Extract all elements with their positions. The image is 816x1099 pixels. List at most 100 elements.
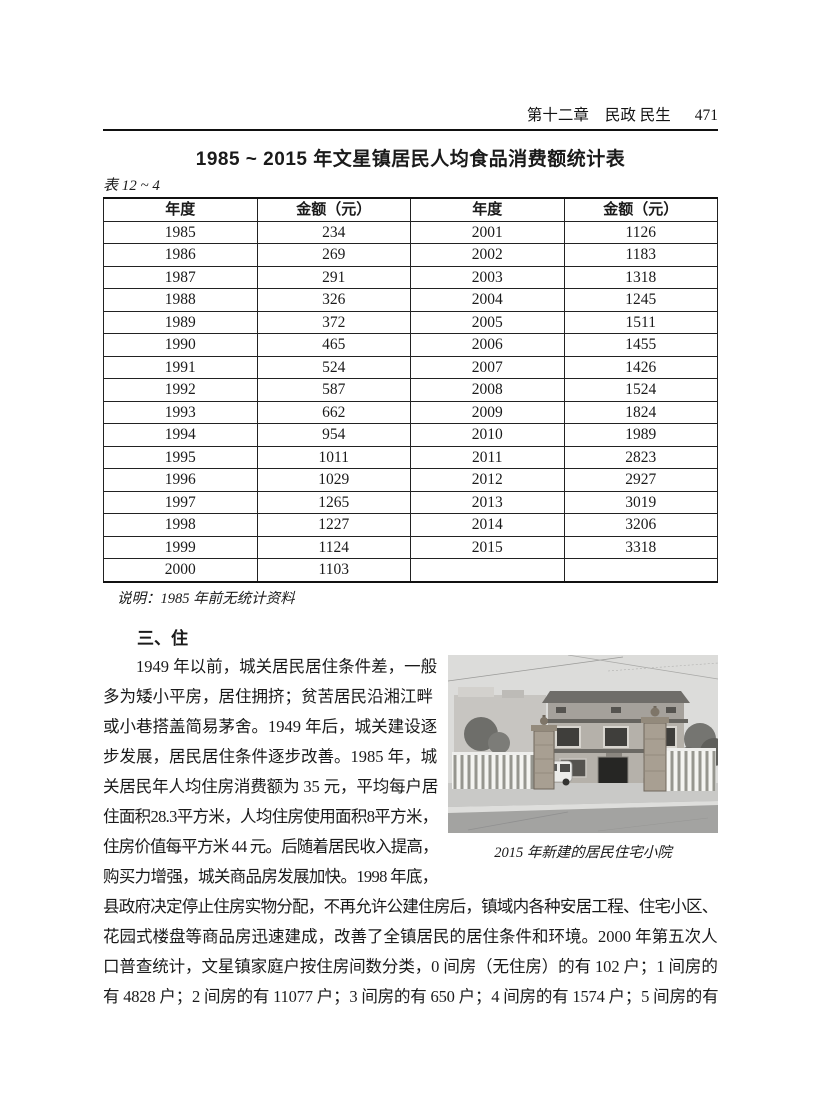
table-cell: 1985 <box>103 220 258 244</box>
table-cell: 2009 <box>410 400 565 424</box>
table-body: 1985 234 2001 1126 1986 269 2002 1183 1987 291 200… <box>103 220 718 582</box>
table-cell: 2007 <box>410 355 565 379</box>
table-head: 年度 金额（元） 年度 金额（元） <box>103 197 718 222</box>
table-cell: 2823 <box>563 445 718 469</box>
table-cell: 1124 <box>256 535 411 559</box>
table-row: 1989 372 2005 1511 <box>103 310 718 334</box>
body-line: 多为矮小平房，居住拥挤；贫苦居民沿湘江畔 <box>103 687 433 706</box>
page-number: 471 <box>694 107 718 124</box>
header-row: 年度 金额（元） 年度 金额（元） <box>103 197 718 222</box>
table-cell: 2013 <box>410 490 565 514</box>
column-header: 年度 <box>103 197 258 222</box>
table-cell: 2015 <box>410 535 565 559</box>
body-line: 住面积28.3平方米，人均住房使用面积8平方米， <box>103 807 438 826</box>
table-cell: 1997 <box>103 490 258 514</box>
table-row: 1995 1011 2011 2823 <box>103 445 718 469</box>
table-row: 1986 269 2002 1183 <box>103 243 718 267</box>
table-cell: 1987 <box>103 265 258 289</box>
table-cell: 1426 <box>563 355 718 379</box>
table-cell: 372 <box>256 310 411 334</box>
table-cell: 269 <box>256 243 411 267</box>
table-cell: 1986 <box>103 243 258 267</box>
table-cell: 2010 <box>410 423 565 447</box>
table-cell: 1999 <box>103 535 258 559</box>
table-cell: 2012 <box>410 468 565 492</box>
table-cell: 2927 <box>563 468 718 492</box>
table-row: 1994 954 2010 1989 <box>103 423 718 447</box>
table-cell: 1455 <box>563 333 718 357</box>
table-cell: 1103 <box>256 558 411 582</box>
table-cell: 1991 <box>103 355 258 379</box>
table-cell: 465 <box>256 333 411 357</box>
narrow-column: 1949 年以前，城关居民居住条件差，一般 多为矮小平房，居住拥挤；贫苦居民沿湘江… <box>103 652 438 892</box>
table-cell: 2000 <box>103 558 258 582</box>
table-cell: 3318 <box>563 535 718 559</box>
table-title: 1985 ~ 2015 年文星镇居民人均食品消费额统计表 <box>195 149 626 170</box>
body-line: 关居民年人均住房消费额为 35 元，平均每户居 <box>103 777 438 796</box>
section-label: 民政 民生 <box>604 107 671 124</box>
table-cell: 1824 <box>563 400 718 424</box>
body-line: 购买力增强，城关商品房发展加快。1998 年底， <box>103 867 438 886</box>
table-cell: 2003 <box>410 265 565 289</box>
body-line: 或小巷搭盖简易茅舍。1949 年后，城关建设逐 <box>103 717 438 736</box>
table-cell: 1029 <box>256 468 411 492</box>
table-cell: 2001 <box>410 220 565 244</box>
column-header: 金额（元） <box>563 197 718 222</box>
table-cell: 2002 <box>410 243 565 267</box>
table-cell: 954 <box>256 423 411 447</box>
table-row: 1993 662 2009 1824 <box>103 400 718 424</box>
table-row: 1999 1124 2015 3318 <box>103 535 718 559</box>
table-cell: 1126 <box>563 220 718 244</box>
table-row: 2000 1103 <box>103 558 718 582</box>
column-header: 年度 <box>410 197 565 222</box>
table-cell: 1989 <box>103 310 258 334</box>
table-cell: 1318 <box>563 265 718 289</box>
table-row: 1991 524 2007 1426 <box>103 355 718 379</box>
table-cell: 587 <box>256 378 411 402</box>
table-cell: 3206 <box>563 513 718 537</box>
table-row: 1988 326 2004 1245 <box>103 288 718 312</box>
section-heading: 三、住 <box>137 629 188 648</box>
running-header: 第十二章 民政 民生 471 <box>103 103 718 125</box>
table-cell: 1511 <box>563 310 718 334</box>
body-line: 县政府决定停止住房实物分配，不再允许公建住房后，镇域内各种安居工程、住宅小区、 <box>103 897 718 916</box>
table-cell: 234 <box>256 220 411 244</box>
table-row: 1996 1029 2012 2927 <box>103 468 718 492</box>
photo-caption: 2015 年新建的居民住宅小院 <box>494 845 672 861</box>
table-cell: 524 <box>256 355 411 379</box>
body-line: 1949 年以前，城关居民居住条件差，一般 <box>103 657 438 676</box>
chapter-label: 第十二章 <box>526 107 589 124</box>
table-cell: 1265 <box>256 490 411 514</box>
header-rule <box>103 129 718 131</box>
column-header: 金额（元） <box>256 197 411 222</box>
table-row: 1985 234 2001 1126 <box>103 220 718 244</box>
table-cell: 2006 <box>410 333 565 357</box>
body-line: 步发展，居民居住条件逐步改善。1985 年，城 <box>103 747 438 766</box>
table-cell: 1993 <box>103 400 258 424</box>
table-cell <box>563 558 718 582</box>
table-cell: 1989 <box>563 423 718 447</box>
body-line: 花园式楼盘等商品房迅速建成，改善了全镇居民的居住条件和环境。2000 年第五次人 <box>103 927 718 946</box>
table-label: 表 12 ~ 4 <box>103 178 160 194</box>
table-cell: 326 <box>256 288 411 312</box>
body-line: 口普查统计，文星镇家庭户按住房间数分类，0 间房（无住房）的有 102 户；1 … <box>103 957 718 976</box>
body-line: 住房价值每平方米 44 元。后随着居民收入提高， <box>103 837 438 856</box>
table-cell: 1990 <box>103 333 258 357</box>
table-cell: 2004 <box>410 288 565 312</box>
table-cell: 1994 <box>103 423 258 447</box>
table-cell: 2011 <box>410 445 565 469</box>
wide-column: 县政府决定停止住房实物分配，不再允许公建住房后，镇域内各种安居工程、住宅小区、花… <box>103 892 718 1012</box>
table-cell: 2005 <box>410 310 565 334</box>
table-row: 1998 1227 2014 3206 <box>103 513 718 537</box>
table-row: 1997 1265 2013 3019 <box>103 490 718 514</box>
table-cell: 1996 <box>103 468 258 492</box>
table-note: 说明：1985 年前无统计资料 <box>117 591 295 607</box>
body-line: 有 4828 户；2 间房的有 11077 户；3 间房的有 650 户；4 间… <box>103 987 718 1006</box>
consumption-table: 年度 金额（元） 年度 金额（元） 1985 234 2001 1126 1986 269 200… <box>103 197 718 583</box>
table-cell: 291 <box>256 265 411 289</box>
table-cell <box>410 558 565 582</box>
table-cell: 1995 <box>103 445 258 469</box>
table-cell: 1524 <box>563 378 718 402</box>
table-cell: 1992 <box>103 378 258 402</box>
